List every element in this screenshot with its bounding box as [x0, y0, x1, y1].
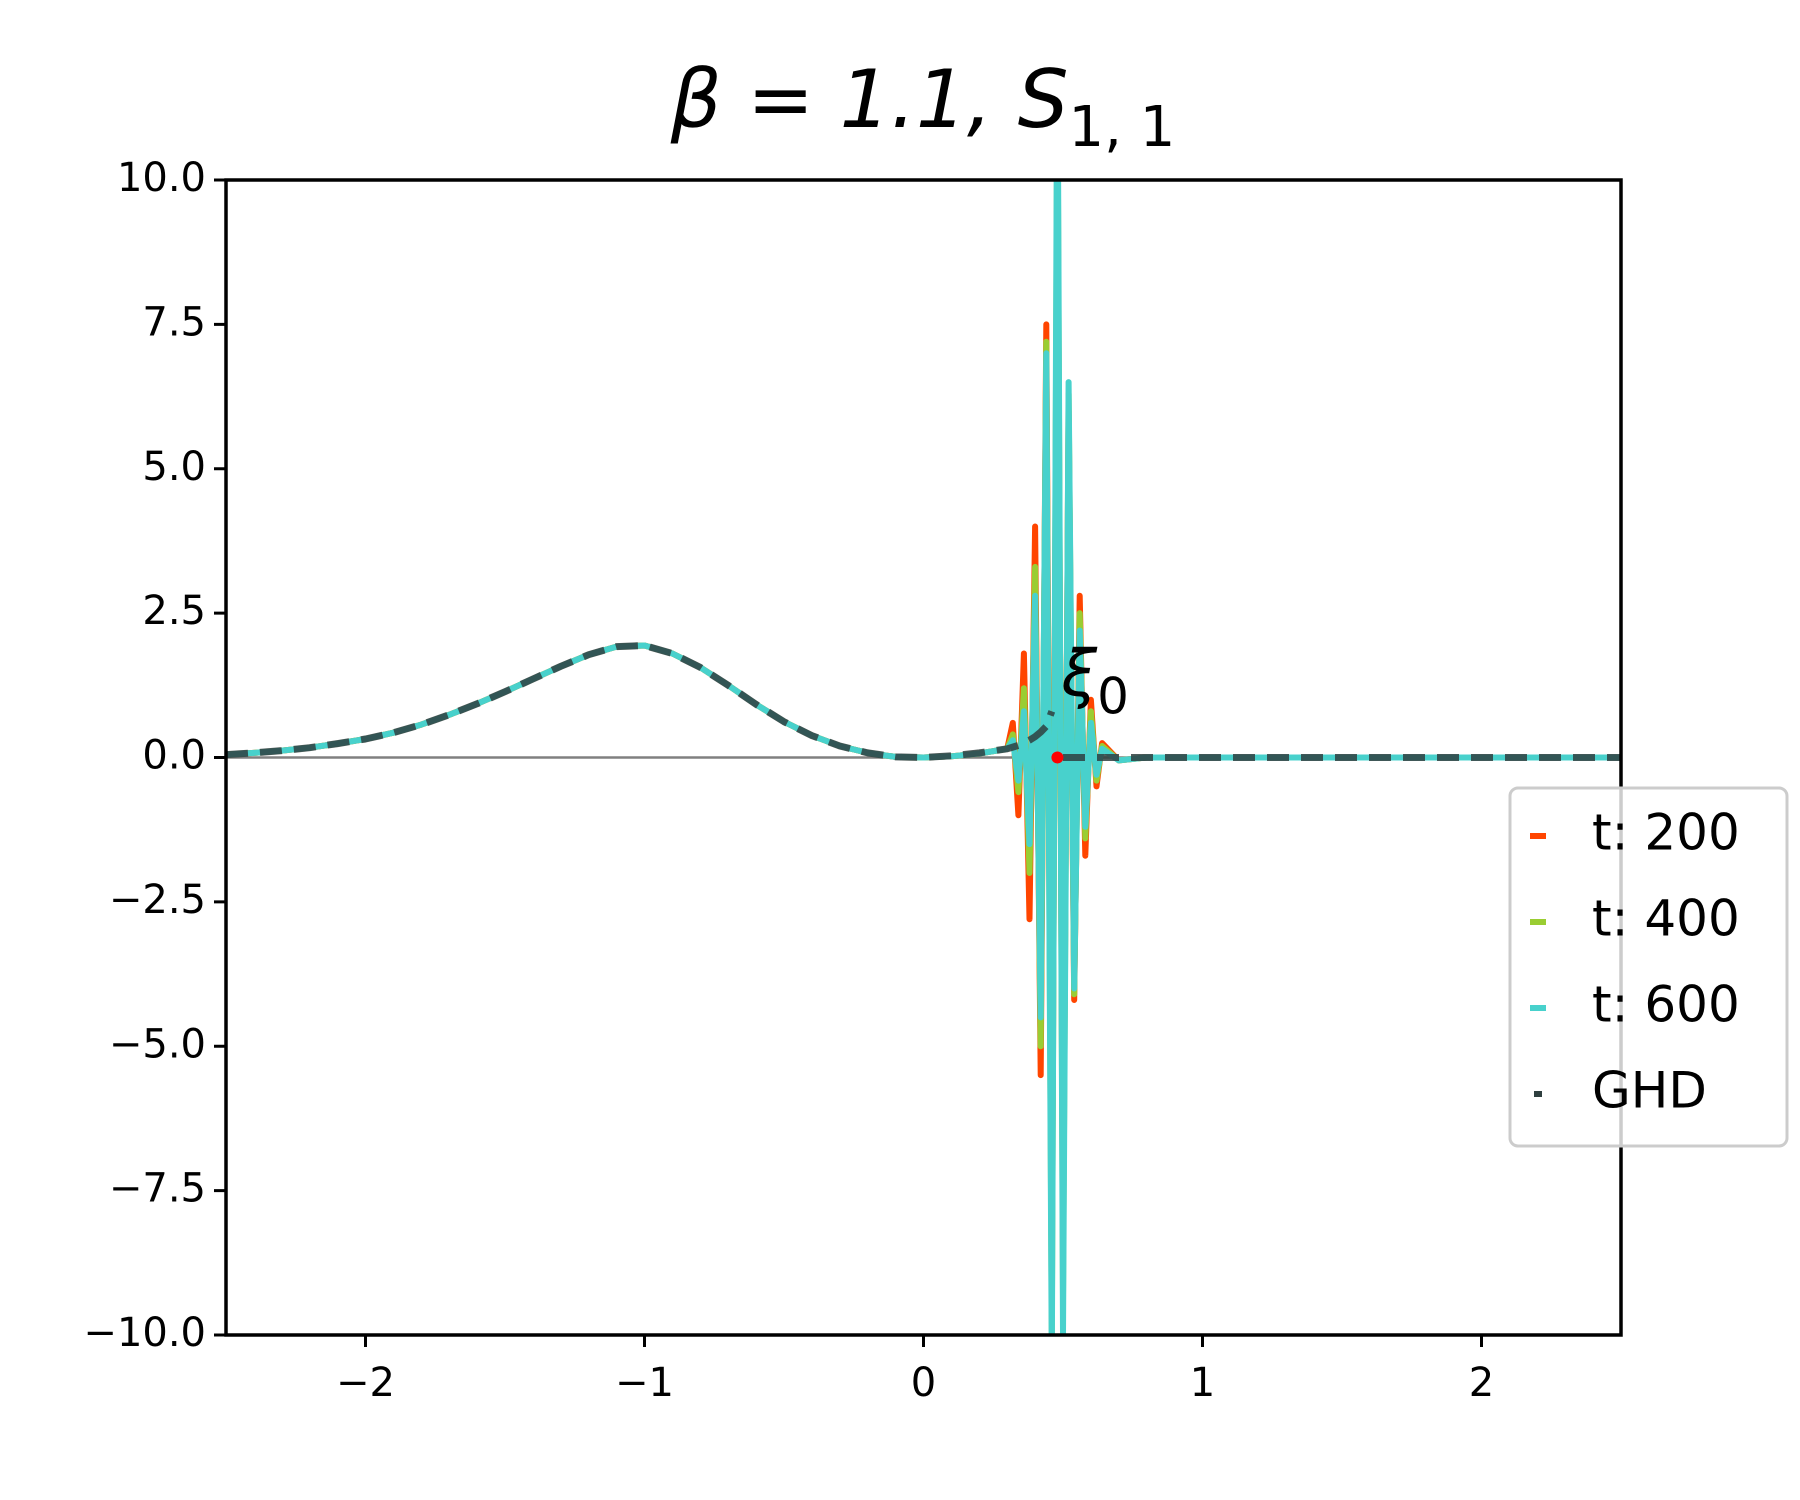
x-tick-label: −2: [336, 1360, 395, 1406]
legend-label: t: 600: [1592, 976, 1740, 1034]
plot-area: [226, 180, 1621, 1335]
annotation-label: ξ0: [1060, 637, 1129, 725]
series-line: [226, 180, 1621, 1335]
y-tick-label: 2.5: [142, 588, 206, 634]
x-tick-label: 2: [1469, 1360, 1494, 1406]
legend-label: t: 400: [1592, 890, 1740, 948]
y-tick-label: 10.0: [117, 155, 206, 201]
x-tick-label: 0: [911, 1360, 936, 1406]
y-tick-label: −7.5: [109, 1166, 206, 1212]
y-tick-label: −10.0: [83, 1310, 206, 1356]
series-line: [226, 642, 1621, 761]
legend: t: 200 t: 400 t: 600 GHD: [1508, 786, 1789, 1148]
x-tick-label: 1: [1190, 1360, 1215, 1406]
y-tick-label: 7.5: [142, 299, 206, 345]
annotation-point: [1051, 751, 1064, 764]
series-line: [226, 180, 1621, 1281]
y-tick-label: 0.0: [142, 733, 206, 779]
legend-label: t: 200: [1592, 804, 1740, 862]
legend-box: [1508, 786, 1789, 1148]
title-main: β = 1.1, S: [670, 53, 1069, 146]
annotation-subscript: 0: [1097, 667, 1129, 725]
legend-label: GHD: [1592, 1062, 1707, 1120]
x-tick-label: −1: [615, 1360, 674, 1406]
series-line: [226, 180, 1621, 1335]
y-tick-label: 5.0: [142, 444, 206, 490]
chart-title: β = 1.1, S1, 1: [670, 53, 1176, 160]
title-subscript: 1, 1: [1068, 95, 1175, 160]
y-tick-label: −2.5: [109, 877, 206, 923]
y-tick-label: −5.0: [109, 1021, 206, 1067]
annotation-symbol: ξ: [1060, 637, 1098, 711]
